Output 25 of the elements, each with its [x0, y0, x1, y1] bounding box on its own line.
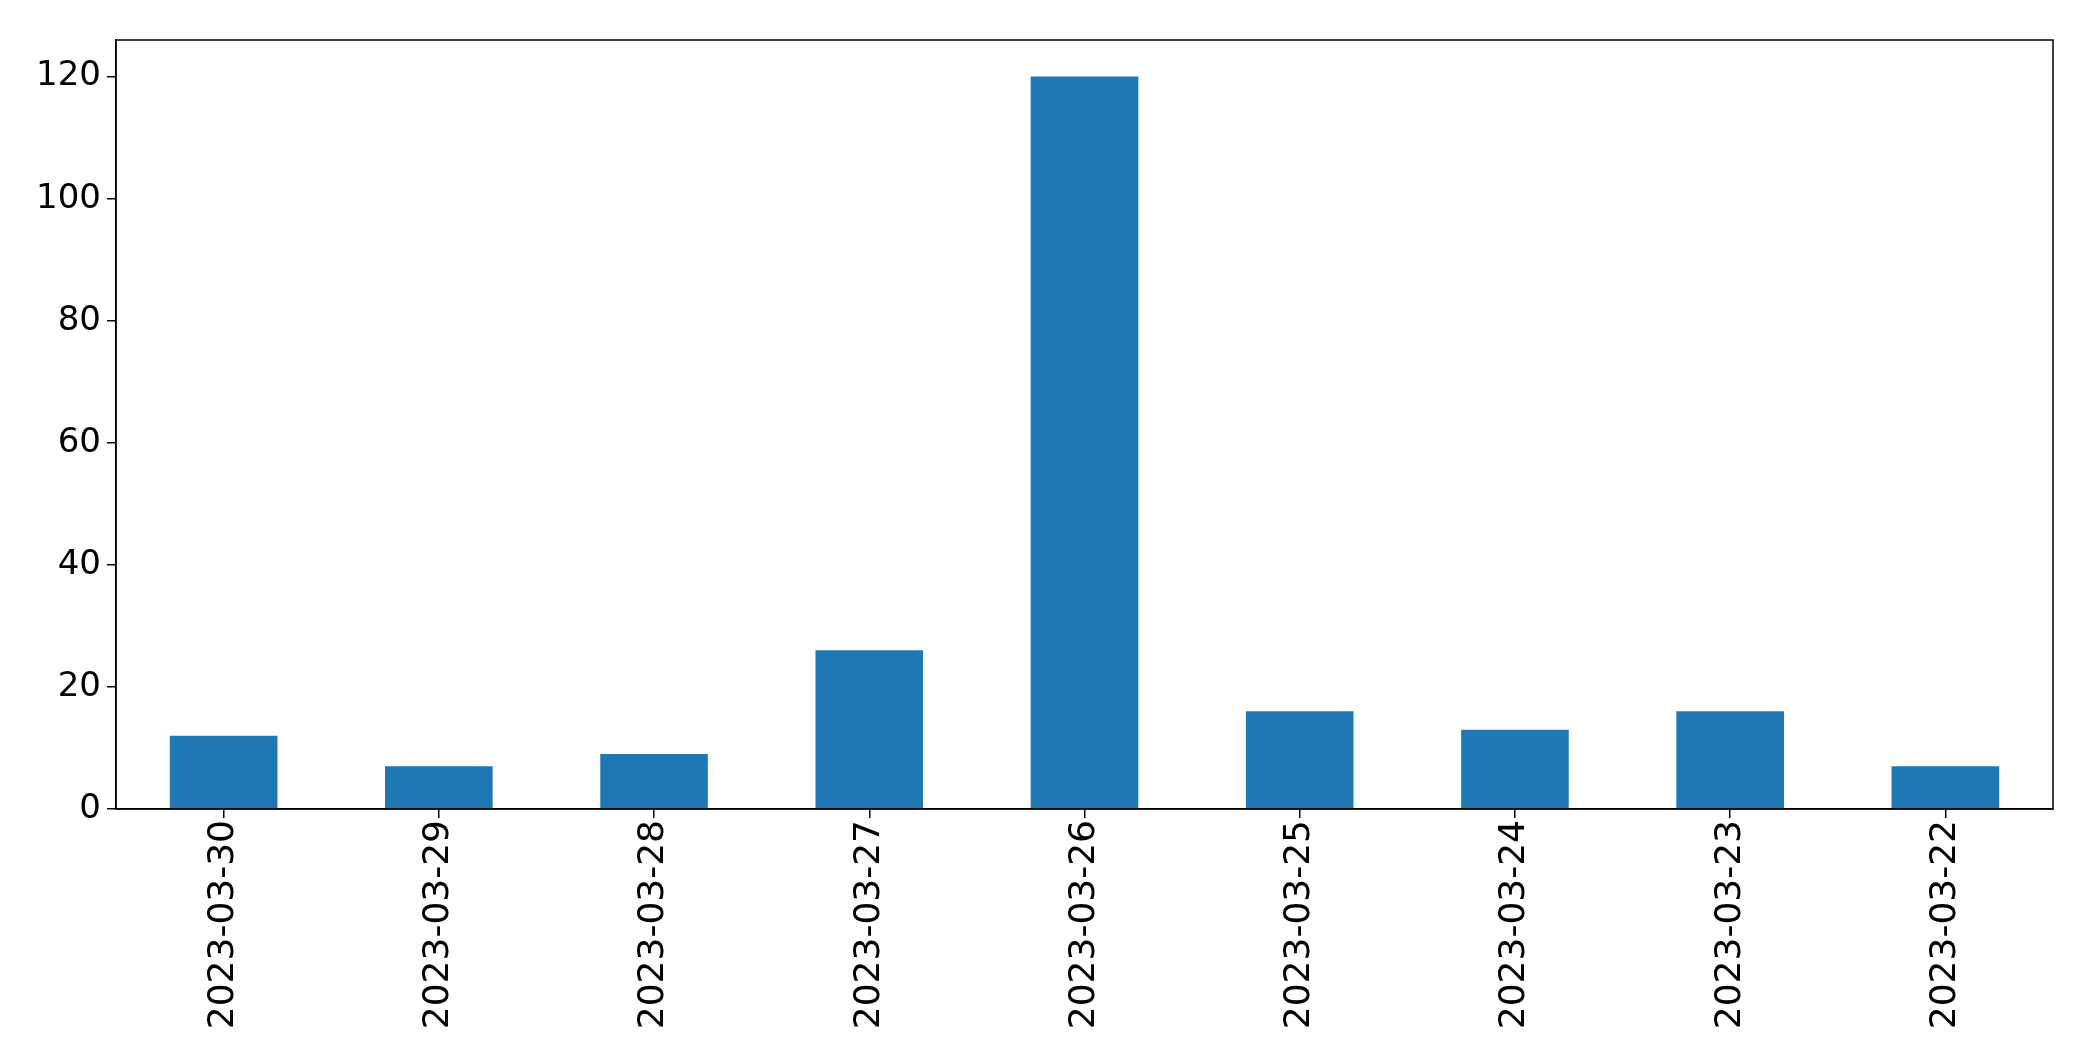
bar: [1676, 711, 1784, 809]
x-tick-label: 2023-03-29: [415, 820, 457, 1030]
x-tick-label: 2023-03-27: [845, 820, 887, 1030]
x-tick-label: 2023-03-28: [630, 820, 672, 1030]
bar: [1461, 729, 1569, 809]
y-tick-label: 0: [79, 785, 101, 826]
bar: [600, 754, 708, 809]
y-tick-label: 100: [36, 175, 101, 216]
x-tick-label: 2023-03-24: [1491, 820, 1533, 1030]
bar: [1891, 766, 2000, 809]
y-tick-label: 120: [36, 53, 101, 94]
y-tick-label: 20: [57, 663, 101, 704]
x-tick-label: 2023-03-22: [1921, 820, 1963, 1030]
bar: [1245, 711, 1354, 809]
y-tick-label: 80: [57, 297, 101, 338]
y-tick-label: 60: [57, 419, 101, 460]
x-tick-label: 2023-03-23: [1706, 820, 1748, 1030]
bar: [385, 766, 493, 809]
bar: [169, 735, 278, 809]
bar: [815, 650, 924, 809]
y-tick-label: 40: [57, 541, 101, 582]
x-tick-label: 2023-03-30: [199, 820, 241, 1030]
x-tick-label: 2023-03-25: [1276, 820, 1318, 1030]
x-tick-label: 2023-03-26: [1060, 820, 1102, 1030]
bar: [1030, 76, 1139, 809]
